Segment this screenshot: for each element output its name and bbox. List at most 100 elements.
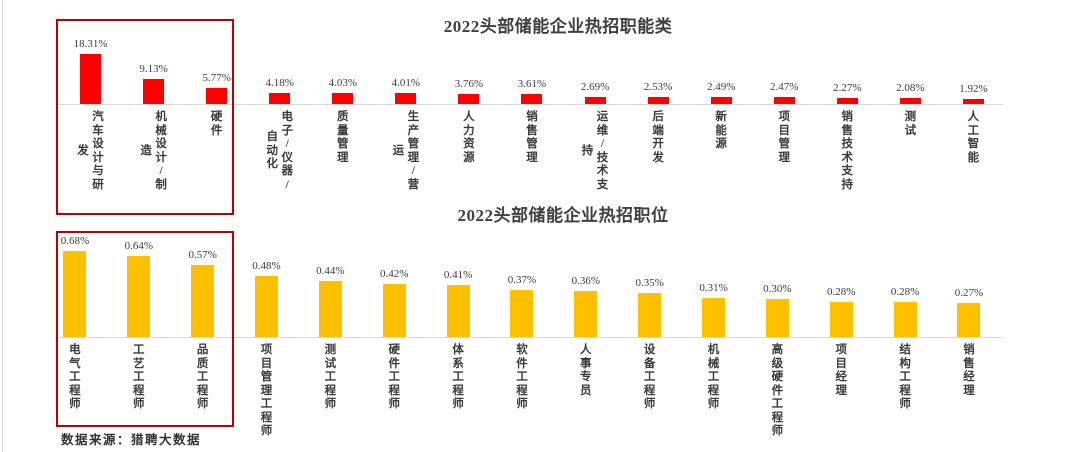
bar-value-label: 0.37% (507, 274, 537, 286)
category-label-column: 汽车设计与研 (92, 111, 104, 191)
category-label: 项目管理工程师 (260, 344, 274, 439)
x-axis-line (57, 104, 1003, 105)
category-label-column: 发 (77, 144, 89, 157)
category-label: 销售管理 (525, 111, 539, 165)
category-label-slot: 软件工程师 (490, 344, 554, 439)
category-label-column: 设备工程师 (643, 344, 656, 410)
category-label: 测试工程师 (323, 344, 337, 412)
bar-value-label: 0.30% (763, 283, 792, 295)
bar-value-label: 3.61% (517, 78, 547, 90)
category-label-slot: 设备工程师 (618, 344, 682, 439)
bar (63, 251, 87, 337)
category-label-column: 体系工程师 (452, 344, 464, 410)
bar-value-label: 0.68% (60, 235, 90, 247)
bar-slot: 0.28% (873, 217, 937, 337)
category-label-column: 测试工程师 (324, 344, 337, 410)
category-label-column: 销售管理 (526, 111, 538, 164)
category-label-column: 后端开发 (652, 111, 664, 164)
bar (773, 97, 795, 104)
category-label-column: 项目经理 (835, 344, 847, 397)
bar-slot: 2.49% (690, 0, 753, 104)
bar-value-label: 9.13% (139, 63, 168, 75)
bar-value-label: 4.18% (265, 77, 294, 89)
bar-slot: 3.61% (500, 0, 563, 104)
category-label: 工艺工程师 (132, 344, 146, 412)
bar-value-label: 0.41% (443, 269, 473, 281)
category-label: 质量管理 (336, 111, 350, 165)
category-label: 硬件 (210, 111, 224, 138)
bar (318, 281, 342, 337)
bar-value-label: 0.27% (954, 287, 984, 299)
category-label-slot: 工艺工程师 (107, 344, 171, 439)
category-label-slot: 硬件 (185, 111, 248, 192)
category-label-column: 项目管理工程师 (260, 344, 273, 437)
category-label-column: 电气工程师 (69, 344, 81, 410)
category-label-column: 新能源 (715, 111, 727, 150)
category-label-column: 质量管理 (337, 111, 349, 164)
category-label-slot: 电气工程师 (43, 344, 107, 439)
category-label: 品质工程师 (196, 344, 210, 412)
bar-slot: 9.13% (122, 0, 185, 104)
bar-slot: 0.30% (745, 217, 809, 337)
bar (510, 290, 534, 337)
category-label-column: 持 (581, 144, 594, 157)
bar-slot: 3.76% (437, 0, 500, 104)
bar-value-label: 2.08% (896, 82, 925, 94)
bar (446, 285, 470, 337)
category-label: 项目管理 (777, 111, 791, 165)
bar-value-label: 3.76% (454, 78, 484, 90)
category-label-column: 硬件工程师 (388, 344, 400, 410)
bar-slot: 0.28% (809, 217, 873, 337)
bar-slot: 2.08% (879, 0, 942, 104)
category-labels-row: 电气工程师 工艺工程师 品质工程师 项目管理工程师 测试工程师 硬件工程师 体系工程师 软件工… (43, 344, 1001, 439)
category-label: 后端开发 (651, 111, 665, 165)
category-label-column: 运 (392, 144, 405, 157)
category-label: 机械工程师 (707, 344, 721, 412)
category-label-column: 销售技术支持 (841, 111, 854, 191)
category-label-column: 项目管理 (778, 111, 790, 164)
category-label: 高级硬件工程师 (770, 344, 784, 439)
category-label-slot: 销售技术支持 (816, 111, 879, 192)
bar (710, 97, 732, 104)
category-label-slot: 运维 / 技术支持 (564, 111, 627, 192)
category-label: 机械设计 / 制造 (139, 111, 168, 192)
bar-slot: 5.77% (185, 0, 248, 104)
category-label-column: 人力资源 (463, 111, 475, 164)
category-label: 体系工程师 (451, 344, 465, 412)
bar-value-label: 0.28% (827, 286, 856, 298)
bar (829, 302, 853, 337)
bar (893, 302, 917, 337)
category-label: 生产管理 / 营运 (391, 111, 420, 192)
bar-slot: 0.57% (171, 217, 235, 337)
category-label-slot: 汽车设计与研发 (59, 111, 122, 192)
bar-slot: 0.44% (298, 217, 362, 337)
bar (269, 93, 291, 104)
category-label-slot: 高级硬件工程师 (745, 344, 809, 439)
bar-slot: 0.37% (490, 217, 554, 337)
category-label: 销售经理 (962, 344, 976, 398)
category-label-column: 人事专员 (580, 344, 592, 397)
bar-value-label: 2.47% (770, 81, 799, 93)
category-label-slot: 机械工程师 (682, 344, 746, 439)
category-label-slot: 后端开发 (627, 111, 690, 192)
x-axis-line (57, 337, 1003, 338)
bar-value-label: 5.77% (202, 72, 231, 84)
bar (647, 97, 669, 104)
category-label-slot: 人工智能 (942, 111, 1005, 192)
bar (206, 88, 228, 104)
category-label: 汽车设计与研发 (76, 111, 105, 192)
category-label-slot: 人事专员 (554, 344, 618, 439)
bar (127, 256, 151, 337)
category-label-column: 品质工程师 (196, 344, 209, 410)
category-label-column: 运维 / 技术支 (596, 111, 609, 191)
bar-value-label: 0.44% (316, 265, 345, 277)
bar-value-label: 4.03% (328, 77, 357, 89)
category-label: 项目经理 (834, 344, 848, 398)
bar-slot: 2.69% (564, 0, 627, 104)
bar-value-label: 2.49% (706, 81, 736, 93)
bar-slot: 0.68% (43, 217, 107, 337)
category-label-slot: 销售经理 (937, 344, 1001, 439)
bar-slot: 1.92% (942, 0, 1005, 104)
